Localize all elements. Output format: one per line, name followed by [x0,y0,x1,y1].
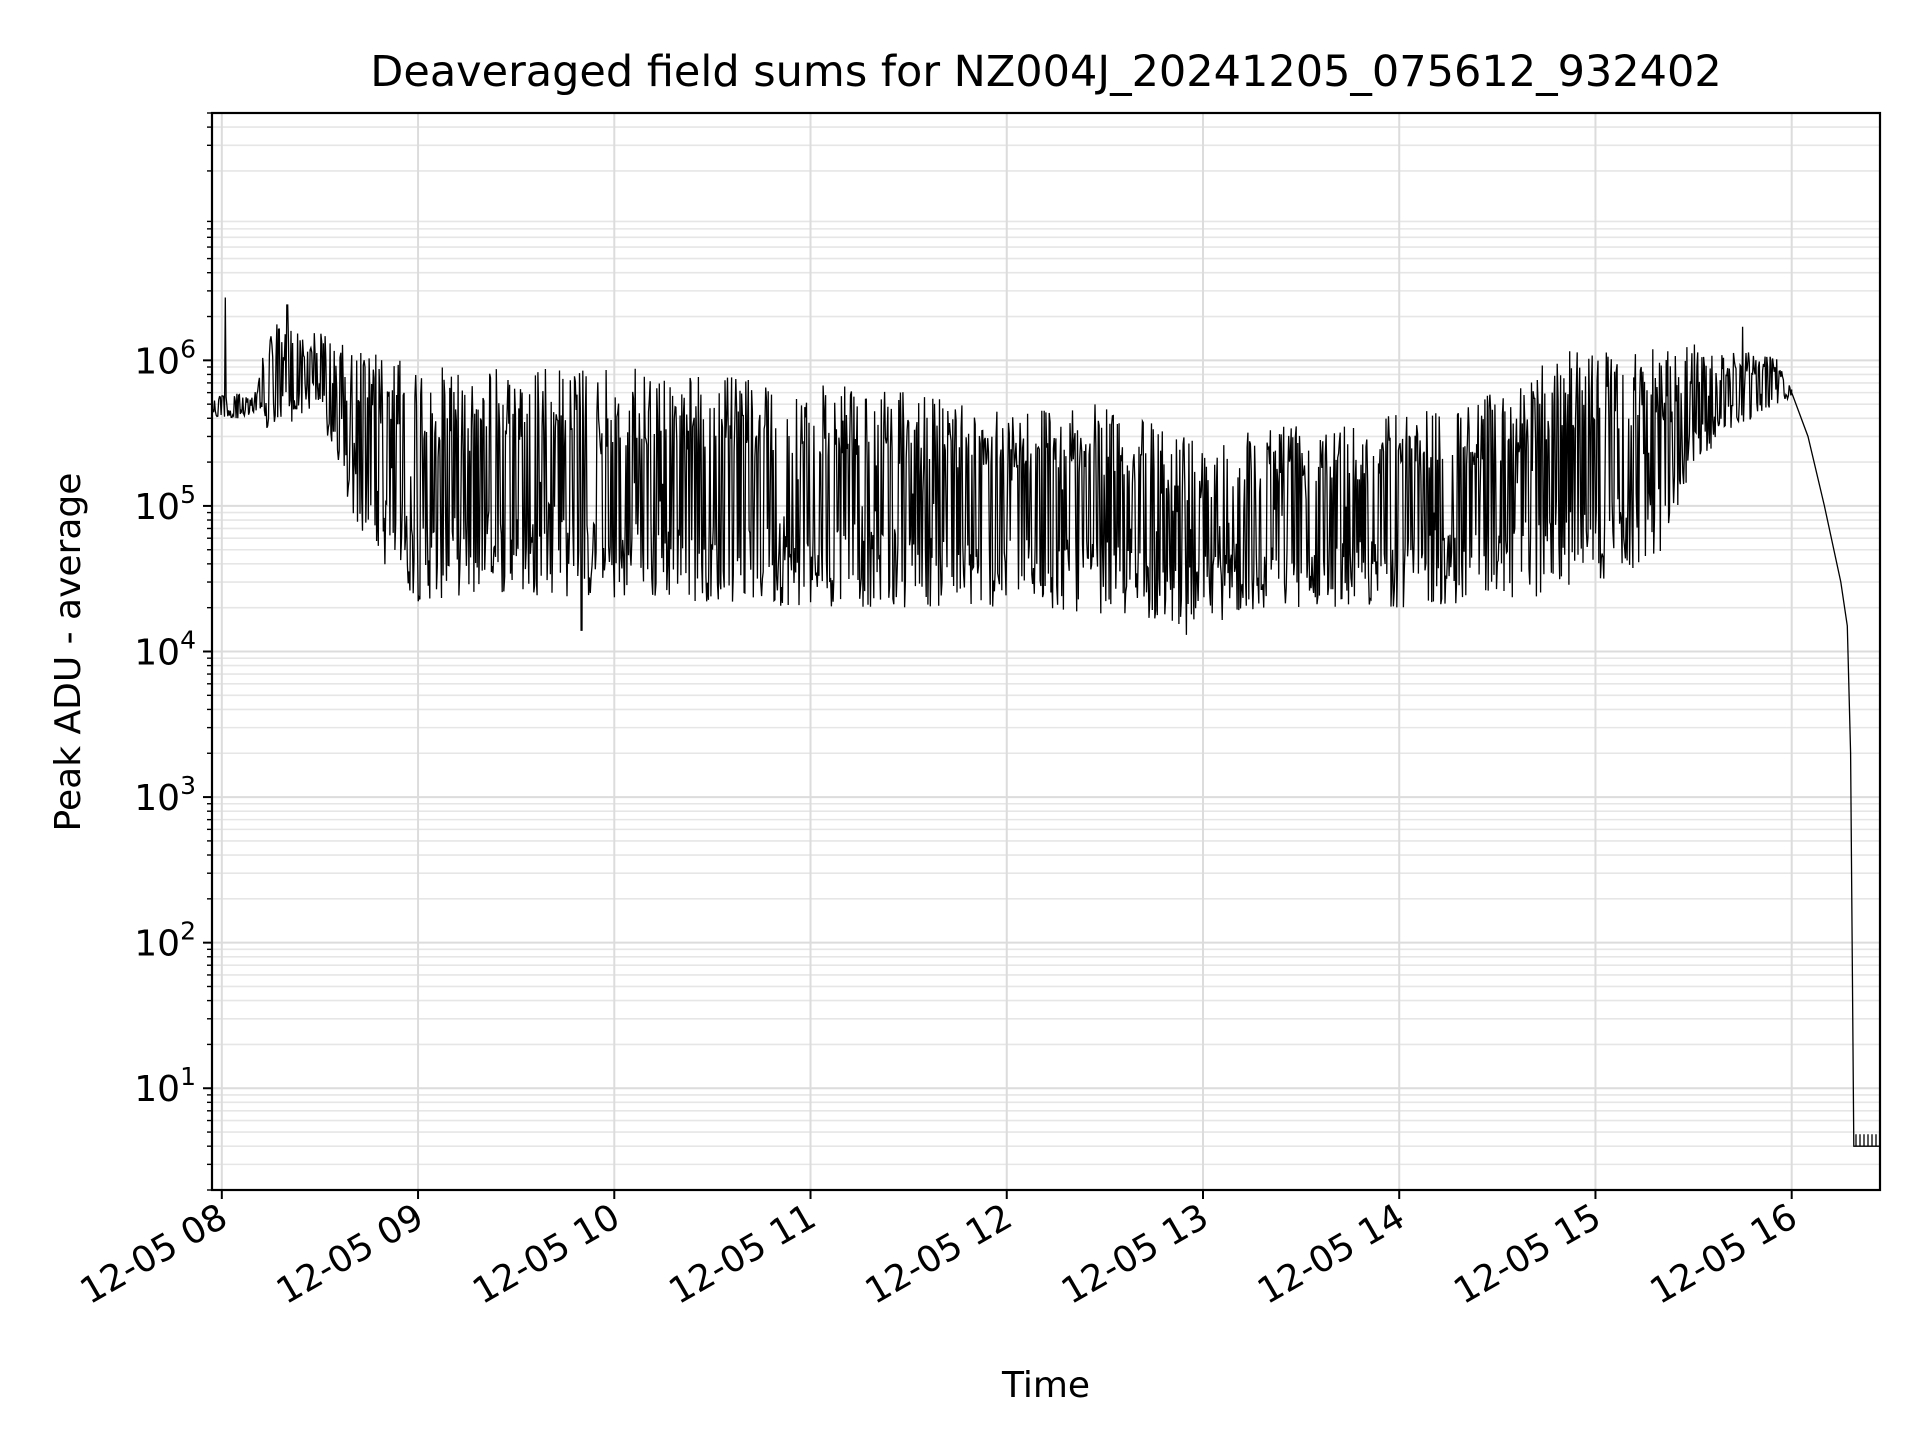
y-tick-label: 103 [134,771,196,819]
x-tick-label: 12-05 11 [662,1196,823,1312]
y-tick-label: 105 [134,480,196,528]
x-tick-label: 12-05 12 [859,1196,1020,1312]
x-tick-label: 12-05 09 [270,1196,431,1312]
x-tick-label: 12-05 10 [466,1196,627,1312]
x-tick-label: 12-05 15 [1447,1196,1608,1312]
y-tick-label: 104 [134,626,196,674]
y-tick-label: 101 [134,1062,196,1110]
series-line [211,297,1880,1147]
y-tick-label: 102 [134,917,196,965]
x-tick-label: 12-05 13 [1055,1196,1216,1312]
x-axis-label: Time [1001,1365,1090,1406]
x-tick-label: 12-05 16 [1644,1196,1805,1312]
series-layer [211,297,1880,1147]
x-axis: 12-05 08 12-05 09 12-05 10 12-05 11 12-05 12… [74,1190,1805,1313]
x-tick-label: 12-05 08 [74,1196,235,1312]
grid [212,112,1880,1191]
x-tick-label: 12-05 14 [1251,1196,1412,1312]
y-tick-label: 106 [134,334,196,382]
y-axis: 101 102 103 104 105 106 [134,112,212,1191]
chart-title: Deaveraged field sums for NZ004J_2024120… [370,47,1721,97]
y-axis-label: Peak ADU - average [48,473,89,832]
